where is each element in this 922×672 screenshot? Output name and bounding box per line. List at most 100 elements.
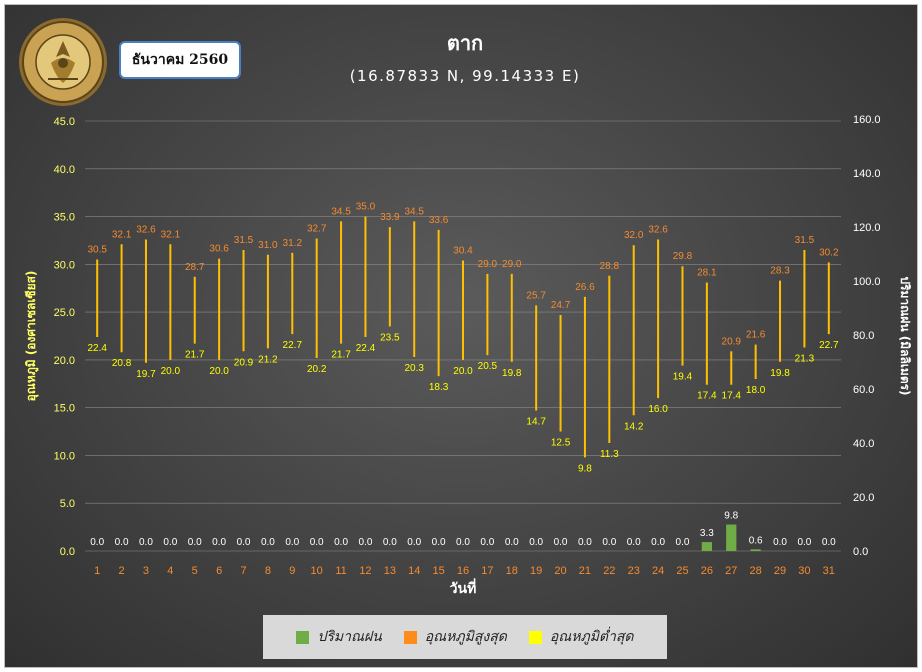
min-temp-label: 11.3 bbox=[600, 449, 619, 460]
legend-swatch-rain bbox=[296, 630, 310, 644]
max-temp-label: 30.2 bbox=[819, 247, 839, 258]
rain-data-label: 0.0 bbox=[554, 537, 568, 548]
max-temp-label: 29.0 bbox=[478, 259, 498, 270]
min-temp-label: 17.4 bbox=[697, 391, 717, 402]
x-tick-label: 19 bbox=[530, 565, 542, 577]
rain-data-label: 0.0 bbox=[285, 537, 299, 548]
max-temp-label: 29.8 bbox=[673, 251, 693, 262]
x-tick-label: 24 bbox=[652, 565, 664, 577]
legend-swatch-min-temp bbox=[528, 630, 542, 644]
max-temp-label: 31.2 bbox=[283, 238, 303, 249]
min-temp-label: 22.7 bbox=[283, 340, 303, 351]
max-temp-label: 25.7 bbox=[526, 290, 546, 301]
x-tick-label: 3 bbox=[143, 565, 149, 577]
x-tick-label: 27 bbox=[725, 565, 737, 577]
x-tick-label: 20 bbox=[554, 565, 566, 577]
max-temp-label: 28.3 bbox=[770, 266, 790, 277]
max-temp-label: 26.6 bbox=[575, 282, 595, 293]
rain-data-label: 0.0 bbox=[90, 537, 104, 548]
max-temp-label: 34.5 bbox=[331, 206, 351, 217]
max-temp-label: 34.5 bbox=[404, 206, 424, 217]
rain-data-label: 0.0 bbox=[310, 537, 324, 548]
min-temp-label: 20.5 bbox=[478, 361, 498, 372]
rain-data-label: 0.0 bbox=[602, 537, 616, 548]
min-temp-label: 19.8 bbox=[770, 368, 790, 379]
max-temp-label: 32.0 bbox=[624, 230, 644, 241]
min-temp-label: 23.5 bbox=[380, 332, 400, 343]
rain-data-label: 0.0 bbox=[115, 537, 129, 548]
min-temp-label: 21.2 bbox=[258, 354, 278, 365]
min-temp-label: 21.3 bbox=[795, 353, 815, 364]
min-temp-label: 20.9 bbox=[234, 357, 254, 368]
rain-bar bbox=[750, 549, 761, 551]
rain-data-label: 0.0 bbox=[383, 537, 397, 548]
x-tick-label: 29 bbox=[774, 565, 786, 577]
min-temp-label: 20.8 bbox=[112, 358, 132, 369]
min-temp-label: 16.0 bbox=[648, 404, 668, 415]
y-left-tick-label: 5.0 bbox=[60, 498, 75, 510]
x-tick-label: 10 bbox=[311, 565, 323, 577]
y-right-tick-label: 100.0 bbox=[853, 276, 881, 288]
rain-data-label: 0.0 bbox=[480, 537, 494, 548]
x-axis-title: วันที่ bbox=[450, 578, 477, 597]
min-temp-label: 20.0 bbox=[161, 366, 181, 377]
x-tick-label: 31 bbox=[823, 565, 835, 577]
x-tick-label: 11 bbox=[335, 565, 346, 577]
rain-data-label: 0.6 bbox=[749, 535, 763, 546]
x-tick-label: 23 bbox=[628, 565, 640, 577]
legend-label-max-temp: อุณหภูมิสูงสุด bbox=[424, 629, 507, 645]
chart-title: ตาก bbox=[446, 31, 484, 55]
y-right-axis-title: ปริมาณฝน (มิลลิเมตร) bbox=[898, 276, 912, 395]
rain-data-label: 0.0 bbox=[139, 537, 153, 548]
x-tick-label: 14 bbox=[408, 565, 420, 577]
min-temp-label: 19.8 bbox=[502, 368, 522, 379]
max-temp-label: 30.5 bbox=[87, 245, 107, 256]
min-temp-label: 20.2 bbox=[307, 364, 327, 375]
rain-data-label: 9.8 bbox=[724, 511, 738, 522]
legend-label-rain: ปริมาณฝน bbox=[317, 629, 382, 645]
max-temp-label: 30.6 bbox=[209, 244, 229, 255]
legend: ปริมาณฝน อุณหภูมิสูงสุด อุณหภูมิต่ำสุด bbox=[263, 615, 667, 659]
max-temp-label: 32.1 bbox=[112, 229, 132, 240]
max-temp-label: 28.1 bbox=[697, 267, 717, 278]
min-temp-label: 19.4 bbox=[673, 372, 693, 383]
rain-data-label: 0.0 bbox=[505, 537, 519, 548]
y-right-tick-label: 40.0 bbox=[853, 438, 874, 450]
x-tick-label: 1 bbox=[94, 565, 100, 577]
x-tick-label: 22 bbox=[603, 565, 615, 577]
min-temp-label: 17.4 bbox=[722, 391, 742, 402]
legend-swatch-max-temp bbox=[403, 630, 417, 644]
rain-data-label: 0.0 bbox=[456, 537, 470, 548]
x-tick-label: 26 bbox=[701, 565, 713, 577]
max-temp-label: 32.6 bbox=[136, 224, 156, 235]
min-temp-label: 9.8 bbox=[578, 463, 592, 474]
y-left-tick-label: 20.0 bbox=[54, 355, 75, 367]
min-temp-label: 20.3 bbox=[404, 363, 424, 374]
max-temp-label: 32.1 bbox=[161, 229, 181, 240]
chart-frame: ธันวาคม 2560 ตาก (16.87833 N, 99.14333 E… bbox=[4, 4, 918, 668]
max-temp-label: 28.7 bbox=[185, 262, 205, 273]
weather-chart: 0.05.010.015.020.025.030.035.040.045.00.… bbox=[24, 114, 912, 597]
y-right-tick-label: 20.0 bbox=[853, 492, 874, 504]
max-temp-label: 31.0 bbox=[258, 240, 278, 251]
x-tick-label: 7 bbox=[240, 565, 246, 577]
max-temp-label: 32.6 bbox=[648, 224, 668, 235]
meteorological-department-logo bbox=[18, 17, 108, 107]
legend-item-max-temp: อุณหภูมิสูงสุด bbox=[403, 626, 507, 648]
y-left-tick-label: 45.0 bbox=[54, 116, 75, 128]
rain-data-label: 0.0 bbox=[261, 537, 275, 548]
rain-data-label: 0.0 bbox=[334, 537, 348, 548]
max-temp-label: 21.6 bbox=[746, 330, 766, 341]
x-tick-label: 18 bbox=[506, 565, 518, 577]
min-temp-label: 21.7 bbox=[185, 350, 205, 361]
max-temp-label: 31.5 bbox=[795, 235, 815, 246]
max-temp-label: 33.9 bbox=[380, 212, 400, 223]
rain-data-label: 0.0 bbox=[627, 537, 641, 548]
rain-data-label: 0.0 bbox=[407, 537, 421, 548]
x-tick-label: 16 bbox=[457, 565, 469, 577]
x-tick-label: 4 bbox=[167, 565, 173, 577]
max-temp-label: 30.4 bbox=[453, 246, 473, 257]
rain-bar bbox=[701, 542, 712, 551]
x-tick-label: 28 bbox=[750, 565, 762, 577]
rain-data-label: 3.3 bbox=[700, 528, 714, 539]
